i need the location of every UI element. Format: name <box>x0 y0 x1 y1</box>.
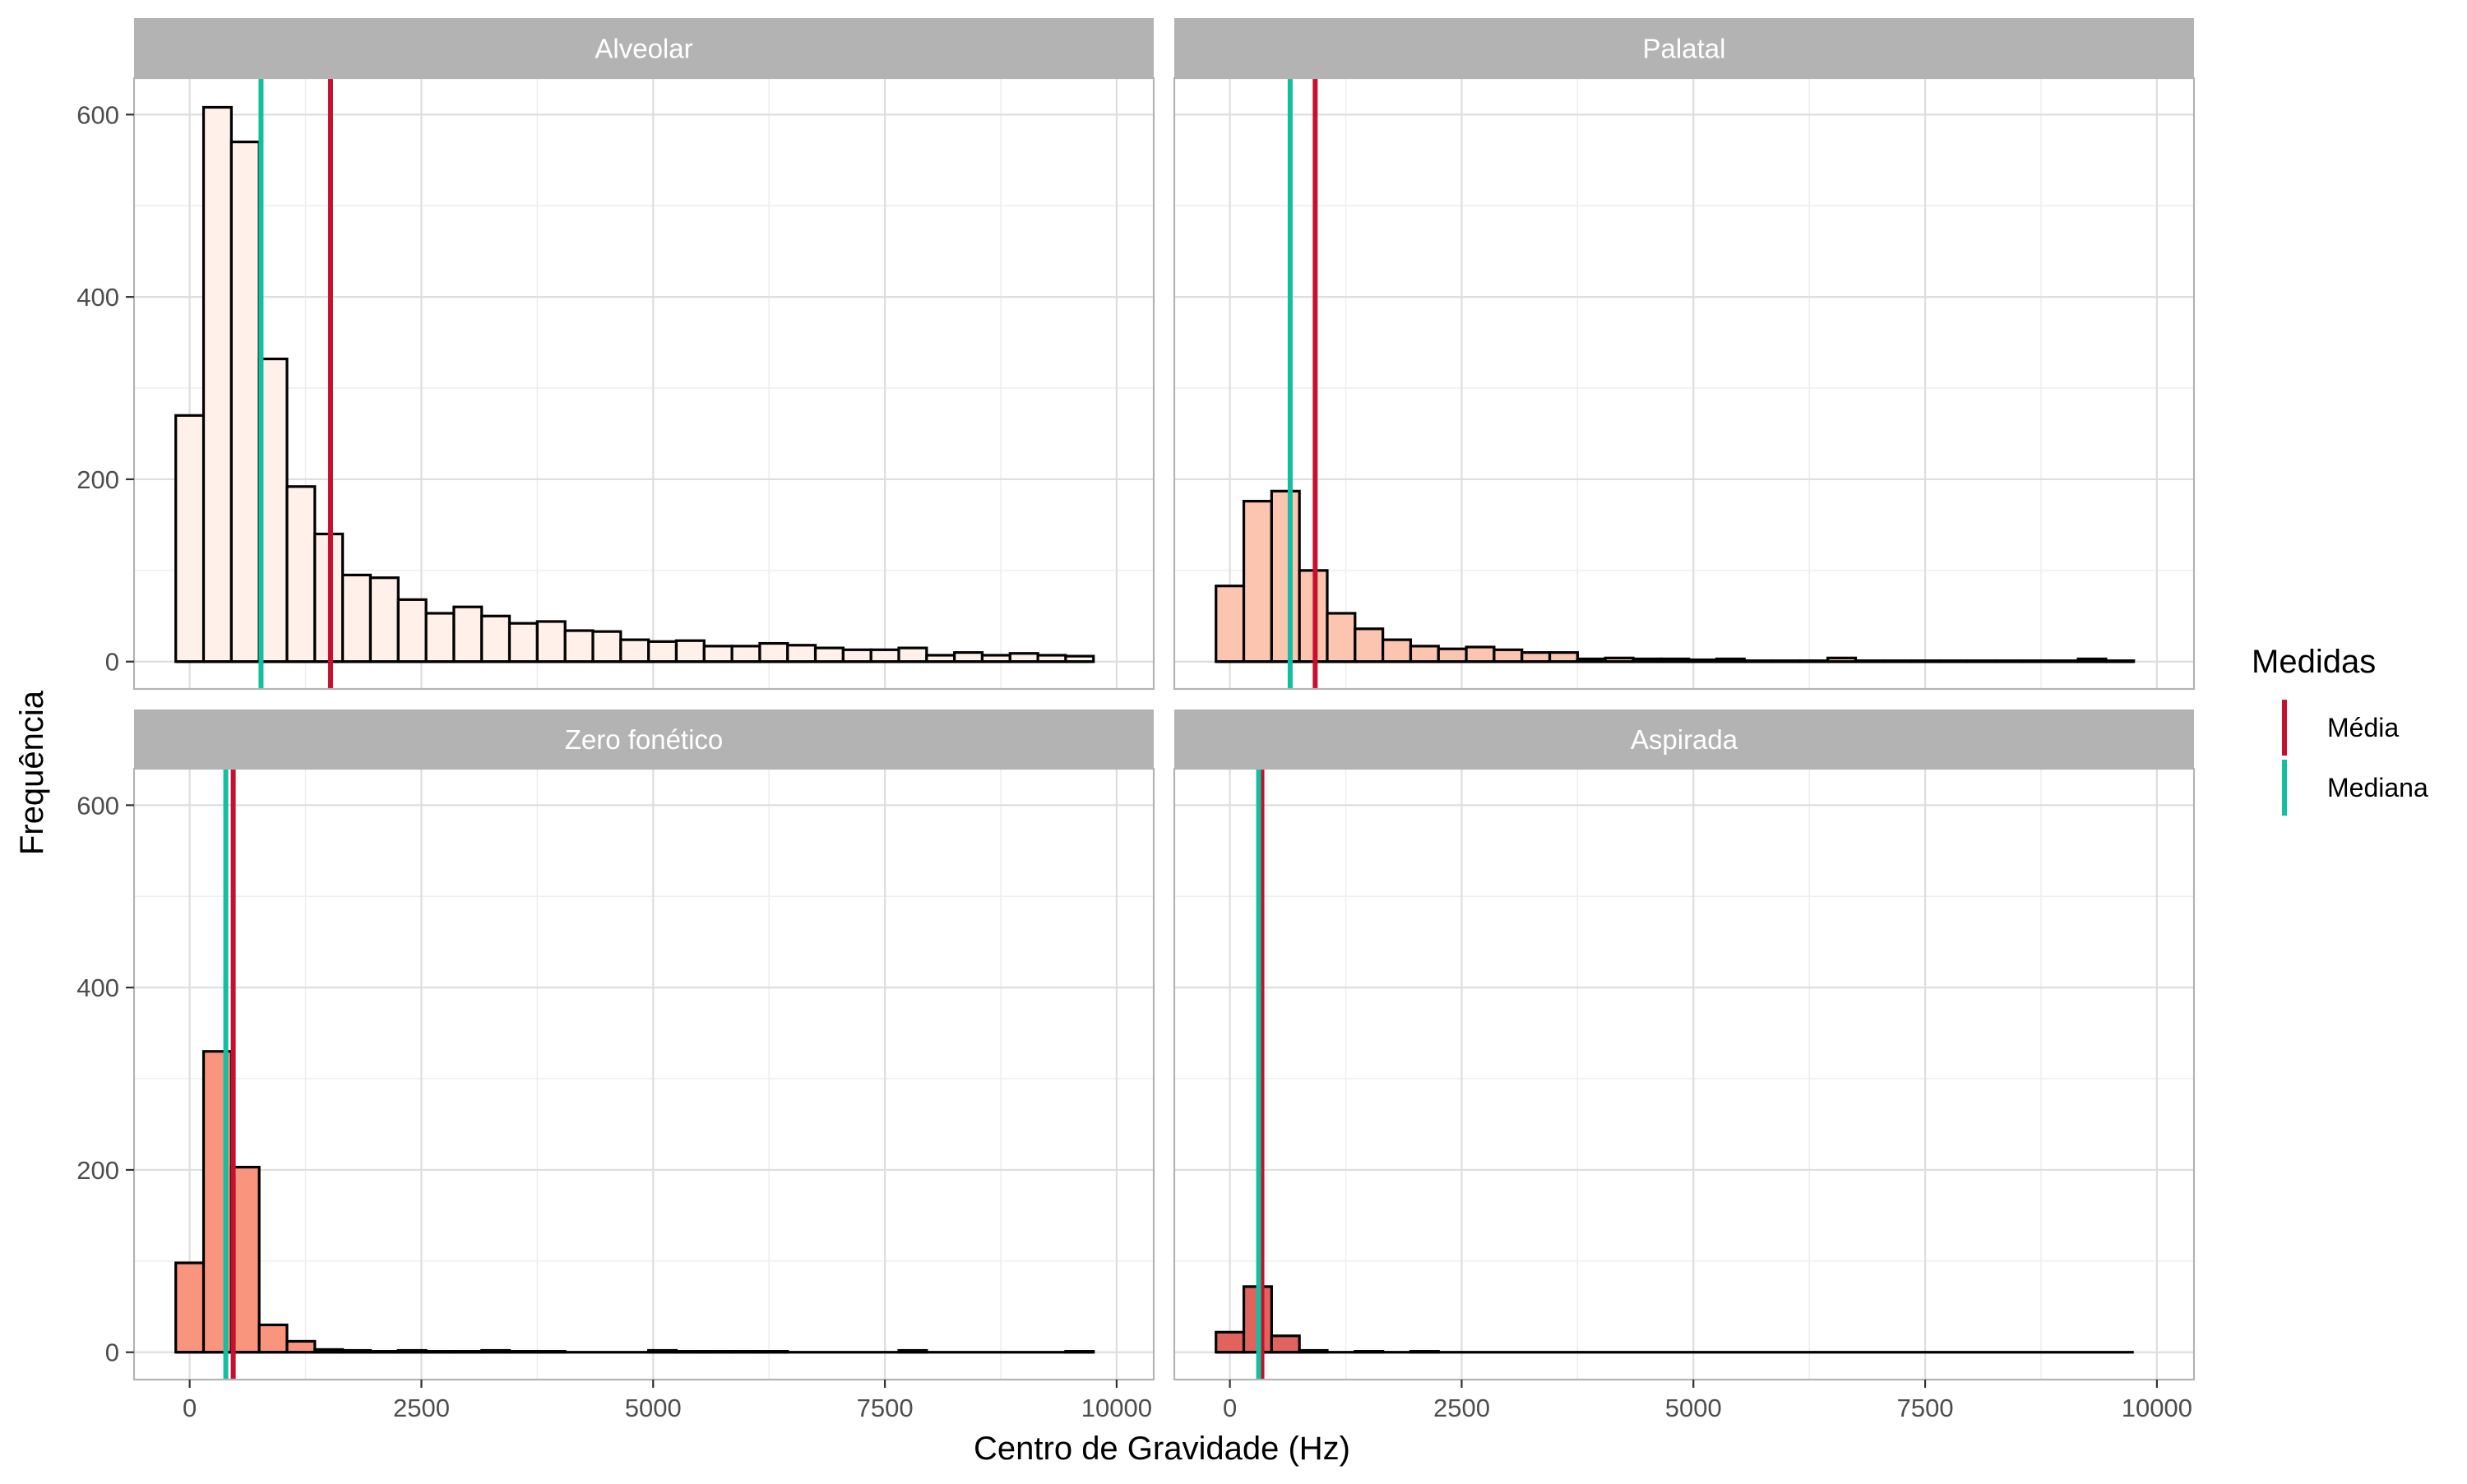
x-tick-label: 2500 <box>393 1394 450 1422</box>
histogram-bar <box>257 1323 289 1354</box>
y-tick-label: 400 <box>76 973 119 1002</box>
histogram-bar <box>201 105 233 663</box>
histogram-bar <box>174 414 206 663</box>
histogram-bar <box>1520 651 1552 663</box>
histogram-bar <box>396 598 428 663</box>
legend: Medidas Média Mediana <box>2252 644 2428 816</box>
panel-background <box>1174 769 2194 1380</box>
facet-panel-1: Alveolar <box>132 18 1155 691</box>
legend-item-label: Mediana <box>2327 773 2428 802</box>
x-tick-label: 7500 <box>1897 1394 1954 1422</box>
x-tick-label: 7500 <box>857 1394 914 1422</box>
panel-border <box>1173 76 2196 691</box>
histogram-bar <box>1437 647 1468 663</box>
histogram-bar <box>285 1339 317 1354</box>
facet-strip-label: Zero fonético <box>565 724 724 755</box>
histogram-bar <box>1548 651 1579 663</box>
histogram-bar <box>285 485 317 663</box>
y-tick-label: 400 <box>76 283 119 312</box>
panel-border <box>132 767 1155 1381</box>
histogram-bar <box>1215 585 1246 663</box>
histogram-bar <box>1270 489 1301 663</box>
facet-panel-4: Aspirada <box>1173 710 2196 1381</box>
x-tick-label: 5000 <box>625 1394 682 1422</box>
x-tick-label: 0 <box>1223 1394 1237 1422</box>
histogram-bar <box>1242 499 1273 663</box>
x-axis-tick-labels: 0 2500 5000 7500 10000 0 2500 5000 7500 10000 <box>183 1380 2192 1422</box>
legend-item-label: Média <box>2327 713 2399 742</box>
histogram-bar <box>368 576 400 663</box>
y-tick-label: 200 <box>76 465 119 494</box>
histogram-bar <box>341 573 373 663</box>
y-tick-label: 600 <box>76 791 119 820</box>
histogram-bar <box>229 141 261 663</box>
facet-panels: Alveolar Palatal Zero fonético Aspirada <box>132 18 2196 1381</box>
histogram-bar <box>1326 612 1357 663</box>
y-axis-tick-labels: 0 200 400 600 0 200 400 600 <box>76 100 134 1367</box>
y-tick-label: 200 <box>76 1156 119 1185</box>
histogram-bar <box>758 641 789 663</box>
facet-strip <box>1174 18 2194 78</box>
histogram-bar <box>1354 627 1385 663</box>
facet-strip-label: Alveolar <box>595 34 692 64</box>
histogram-bar <box>786 644 817 663</box>
y-axis-label: Frequência <box>14 690 50 855</box>
facet-strip <box>134 710 1154 769</box>
histogram-bar <box>563 629 595 663</box>
x-tick-label: 2500 <box>1433 1394 1490 1422</box>
facet-strip-label: Aspirada <box>1631 724 1738 755</box>
histogram-bar <box>1465 645 1496 663</box>
facet-strip-label: Palatal <box>1643 34 1726 64</box>
histogram-bar <box>452 605 484 663</box>
histogram-bar <box>1382 638 1413 663</box>
histogram-bar <box>674 639 706 663</box>
y-tick-label: 0 <box>105 648 119 677</box>
histogram-bar <box>619 638 650 663</box>
panel-border <box>1173 767 2196 1381</box>
histogram-bar <box>702 645 734 663</box>
panel-background <box>1174 78 2194 689</box>
x-axis-label: Centro de Gravidade (Hz) <box>974 1431 1350 1467</box>
facet-panel-3: Zero fonético <box>132 710 1155 1381</box>
histogram-bar <box>730 645 761 663</box>
histogram-bar <box>480 614 511 663</box>
histogram-bar <box>424 612 456 663</box>
histogram-bar <box>869 648 900 663</box>
x-tick-label: 10000 <box>1081 1394 1152 1422</box>
panel-border <box>132 76 1155 691</box>
histogram-bar <box>1409 645 1440 663</box>
facet-strip <box>1174 710 2194 769</box>
facet-strip <box>134 18 1154 78</box>
histogram-bar <box>1215 1330 1246 1354</box>
x-tick-label: 10000 <box>2122 1394 2192 1422</box>
histogram-bar <box>897 646 928 663</box>
histogram-bar <box>174 1261 206 1354</box>
histogram-bar <box>591 630 623 663</box>
legend-title: Medidas <box>2252 644 2376 680</box>
histogram-bar <box>1270 1334 1301 1354</box>
y-tick-label: 600 <box>76 100 119 129</box>
panel-background <box>134 769 1154 1380</box>
y-tick-label: 0 <box>105 1338 119 1367</box>
x-tick-label: 0 <box>183 1394 197 1422</box>
histogram-bar <box>507 622 539 663</box>
histogram-bar <box>841 648 872 663</box>
x-tick-label: 5000 <box>1665 1394 1722 1422</box>
histogram-bar <box>647 640 678 663</box>
histogram-bar <box>813 646 845 663</box>
histogram-bar <box>535 620 567 663</box>
histogram-bars <box>1215 489 2136 663</box>
histogram-bar <box>1493 648 1524 663</box>
histogram-bar <box>229 1166 261 1354</box>
histogram-bar <box>953 651 984 663</box>
facet-panel-2: Palatal <box>1173 18 2196 691</box>
